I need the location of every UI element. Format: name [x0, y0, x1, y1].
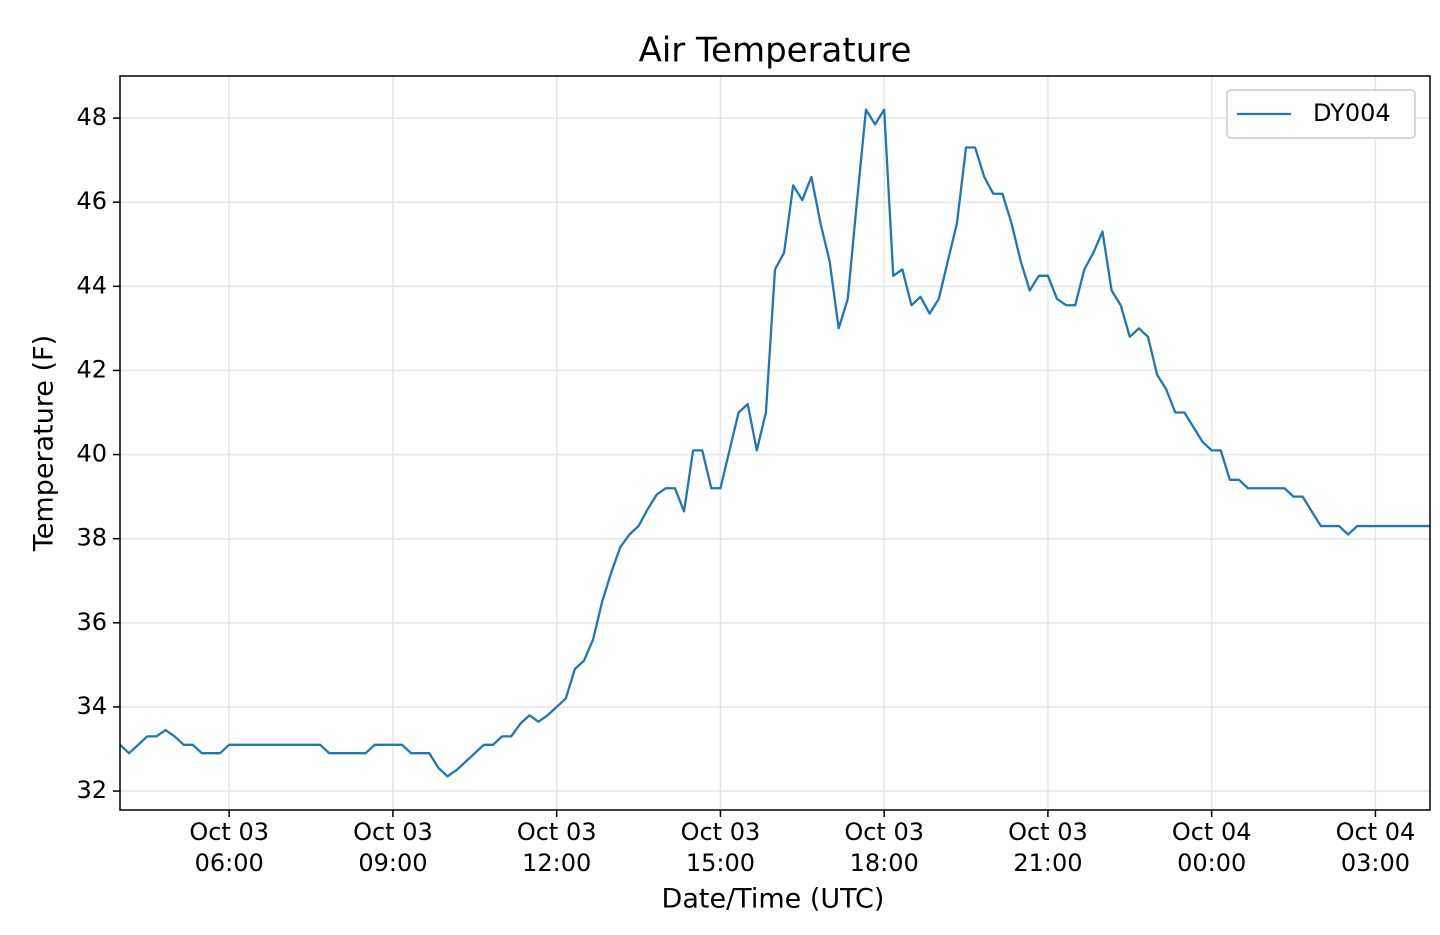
y-axis-label: Temperature (F)	[29, 335, 60, 552]
y-tick-label: 36	[76, 608, 107, 636]
x-tick-label: Oct 03 12:00	[516, 818, 597, 877]
y-tick-label: 40	[76, 440, 107, 468]
y-tick-label: 34	[76, 692, 107, 720]
y-tick-label: 42	[76, 355, 107, 383]
data-line	[119, 108, 1430, 778]
y-tick-label: 38	[76, 524, 107, 552]
x-tick-label: Oct 03 15:00	[680, 818, 761, 877]
x-tick-label: Oct 04 03:00	[1335, 818, 1416, 877]
y-tick-label: 46	[76, 187, 107, 215]
legend-label: DY004	[1313, 99, 1391, 127]
chart-title: Air Temperature	[639, 31, 912, 71]
legend-box	[1226, 89, 1416, 139]
y-tick-label: 48	[76, 103, 107, 131]
plot-frame	[119, 75, 1431, 811]
x-tick-label: Oct 03 21:00	[1008, 818, 1088, 877]
x-tick-label: Oct 03 18:00	[844, 818, 924, 877]
x-tick-label: Oct 03 06:00	[189, 818, 269, 877]
x-tick-label: Oct 03 09:00	[353, 818, 433, 877]
y-tick-label: 44	[76, 271, 107, 299]
x-axis-label: Date/Time (UTC)	[662, 884, 885, 915]
y-tick-label: 32	[76, 776, 107, 804]
x-tick-label: Oct 04 00:00	[1171, 818, 1252, 877]
